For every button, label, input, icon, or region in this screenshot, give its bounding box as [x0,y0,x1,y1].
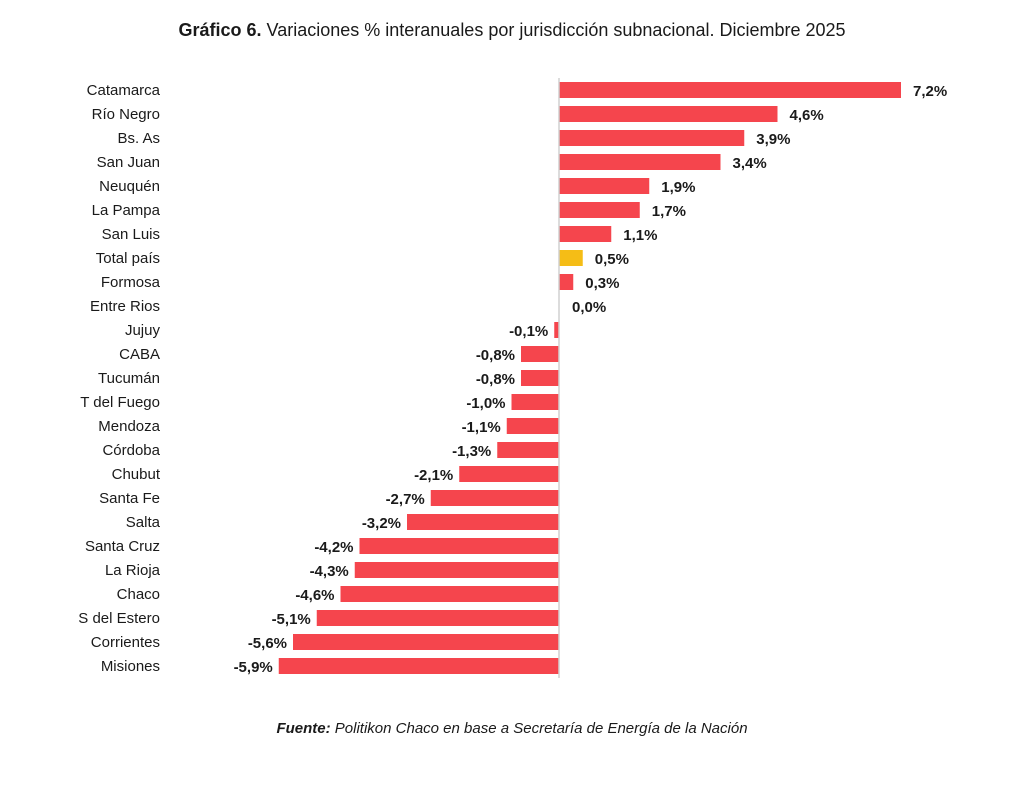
data-label: 0,5% [595,251,629,268]
category-label: Santa Fe [99,490,160,507]
data-label: 3,9% [756,131,790,148]
bar [506,418,559,434]
bar [521,370,559,386]
bar [359,538,559,554]
bar [459,466,559,482]
data-label: -1,0% [466,395,505,412]
bar [511,394,559,410]
chart-source: Fuente: Politikon Chaco en base a Secret… [0,720,1024,737]
bar [554,322,559,338]
category-label: Salta [126,514,161,531]
category-label: Tucumán [98,370,160,387]
bar [559,82,901,98]
category-label: La Pampa [92,202,161,219]
category-label: Chaco [117,586,160,603]
bar [293,634,559,650]
data-label: -0,8% [476,347,515,364]
category-label: Entre Rios [90,298,160,315]
category-label: Corrientes [91,634,160,651]
bar [340,586,559,602]
bar [559,202,640,218]
data-label: -5,6% [248,635,287,652]
data-label: 0,0% [572,299,606,316]
data-label: -4,3% [310,563,349,580]
chart-title-text: Variaciones % interanuales por jurisdicc… [266,20,846,40]
bar [559,274,574,290]
data-label: -5,9% [234,659,273,676]
data-label: -5,1% [272,611,311,628]
bar [430,490,559,506]
bar [559,178,650,194]
data-label: 0,3% [585,275,619,292]
category-label: Jujuy [125,322,161,339]
data-label: -1,1% [462,419,501,436]
data-label: -0,1% [509,323,548,340]
category-label: Santa Cruz [85,538,160,555]
data-label: -4,6% [295,587,334,604]
source-text: Politikon Chaco en base a Secretaría de … [334,720,748,737]
data-label: 3,4% [733,155,767,172]
data-label: 7,2% [913,83,947,100]
bar [316,610,559,626]
category-label: Total país [96,250,160,267]
bar [521,346,559,362]
category-label: Formosa [101,274,161,291]
data-label: 4,6% [790,107,824,124]
bar [278,658,559,674]
bar [559,226,612,242]
bar [497,442,559,458]
category-label: Mendoza [98,418,160,435]
bar [559,250,583,266]
data-label: 1,7% [652,203,686,220]
data-label: 1,9% [661,179,695,196]
category-label: La Rioja [105,562,161,579]
data-label: 1,1% [623,227,657,244]
category-label: Río Negro [92,106,160,123]
category-label: Córdoba [102,442,160,459]
data-label: -0,8% [476,371,515,388]
data-label: -4,2% [314,539,353,556]
category-label: S del Estero [78,610,160,627]
category-label: Chubut [112,466,161,483]
source-prefix: Fuente: [276,720,331,737]
bar [407,514,559,530]
category-label: CABA [119,346,160,363]
bar [559,154,721,170]
bar [559,130,745,146]
bar [354,562,559,578]
category-label: San Juan [97,154,160,171]
category-label: San Luis [102,226,160,243]
data-label: -2,1% [414,467,453,484]
bar [559,106,778,122]
category-label: Bs. As [117,130,160,147]
chart-title: Gráfico 6. Variaciones % interanuales po… [0,20,1024,41]
data-label: -3,2% [362,515,401,532]
data-label: -2,7% [386,491,425,508]
category-label: Misiones [101,658,160,675]
category-label: T del Fuego [80,394,160,411]
chart-title-prefix: Gráfico 6. [178,20,262,40]
category-label: Catamarca [87,82,161,99]
category-label: Neuquén [99,178,160,195]
data-label: -1,3% [452,443,491,460]
